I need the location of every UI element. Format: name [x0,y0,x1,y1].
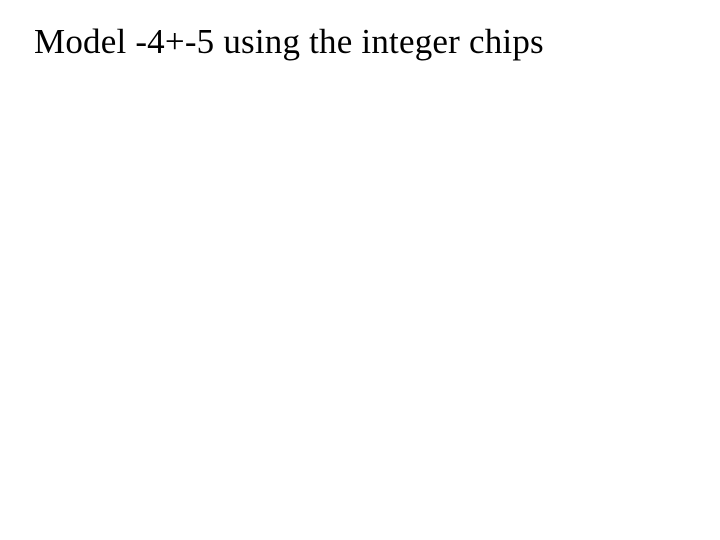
slide-title: Model -4+-5 using the integer chips [34,22,720,62]
slide-page: Model -4+-5 using the integer chips [0,0,720,540]
